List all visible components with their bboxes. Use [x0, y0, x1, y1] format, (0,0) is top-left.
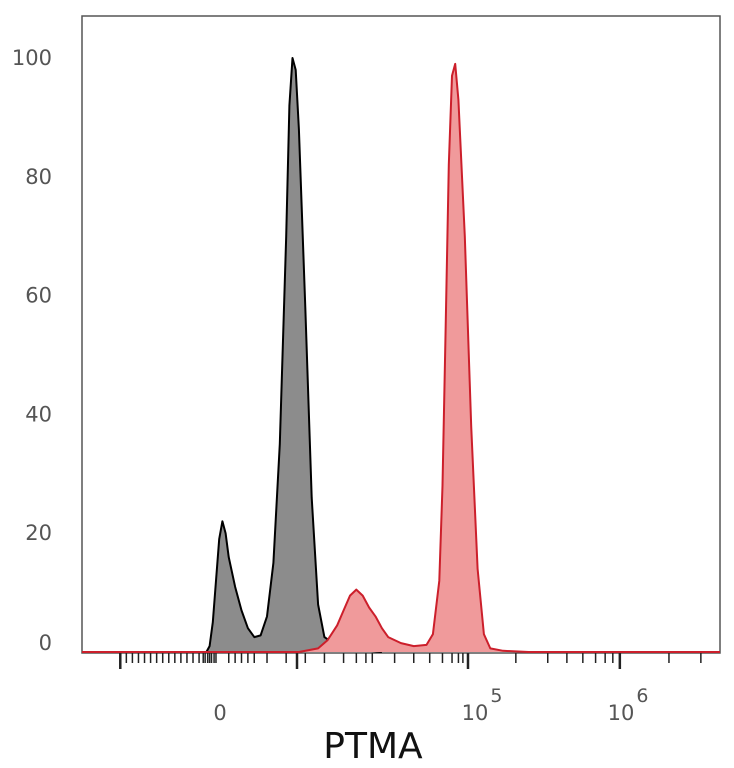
plot-frame	[81, 15, 721, 654]
y-tick-label: 80	[25, 165, 52, 189]
axis-layer: 0 20 40 60 80 100 0 105 106	[12, 46, 702, 725]
y-tick-label: 60	[25, 284, 52, 308]
series-0-line	[205, 57, 382, 653]
series-1-line	[82, 62, 720, 653]
x-axis-label: PTMA	[323, 726, 423, 767]
series-0-area	[206, 58, 382, 652]
y-tick-label: 100	[12, 46, 52, 70]
y-tick-label: 0	[39, 631, 52, 655]
y-tick-label: 20	[25, 521, 52, 545]
x-tick-label: 105	[462, 685, 503, 725]
x-tick-label: 106	[608, 685, 649, 725]
series-layer	[82, 57, 720, 653]
y-tick-label: 40	[25, 402, 52, 426]
x-tick-label: 0	[213, 701, 226, 725]
